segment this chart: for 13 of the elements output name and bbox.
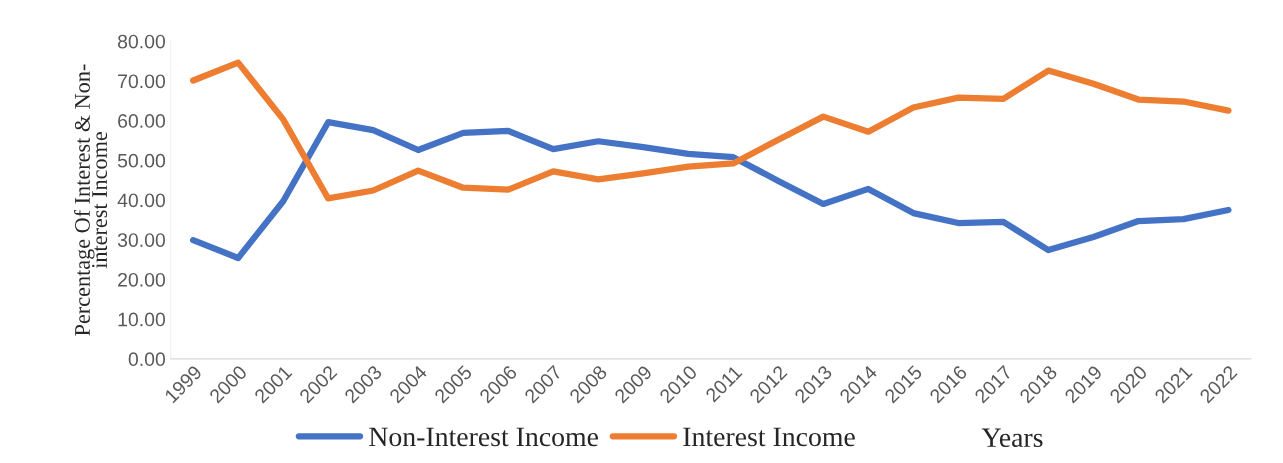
y-tick-label: 40.00 xyxy=(117,193,166,208)
y-tick-label: 70.00 xyxy=(118,74,166,89)
legend-label: Interest Income xyxy=(683,427,855,447)
y-tick-label: 30.00 xyxy=(117,233,166,247)
y-tick-label: 50.00 xyxy=(117,153,166,168)
y-tick-label: 0.00 xyxy=(128,352,166,367)
y-tick-label: 80.00 xyxy=(117,34,166,49)
y-tick-label: 10.00 xyxy=(118,312,166,327)
x-axis-title: Years xyxy=(981,428,1043,448)
y-tick-label: 60.00 xyxy=(118,114,166,128)
y-tick-label: 20.00 xyxy=(118,272,166,287)
y-axis-title: Percentage Of Interest & Non- interest Income xyxy=(74,64,108,336)
legend-label: Non-Interest Income xyxy=(369,427,598,447)
